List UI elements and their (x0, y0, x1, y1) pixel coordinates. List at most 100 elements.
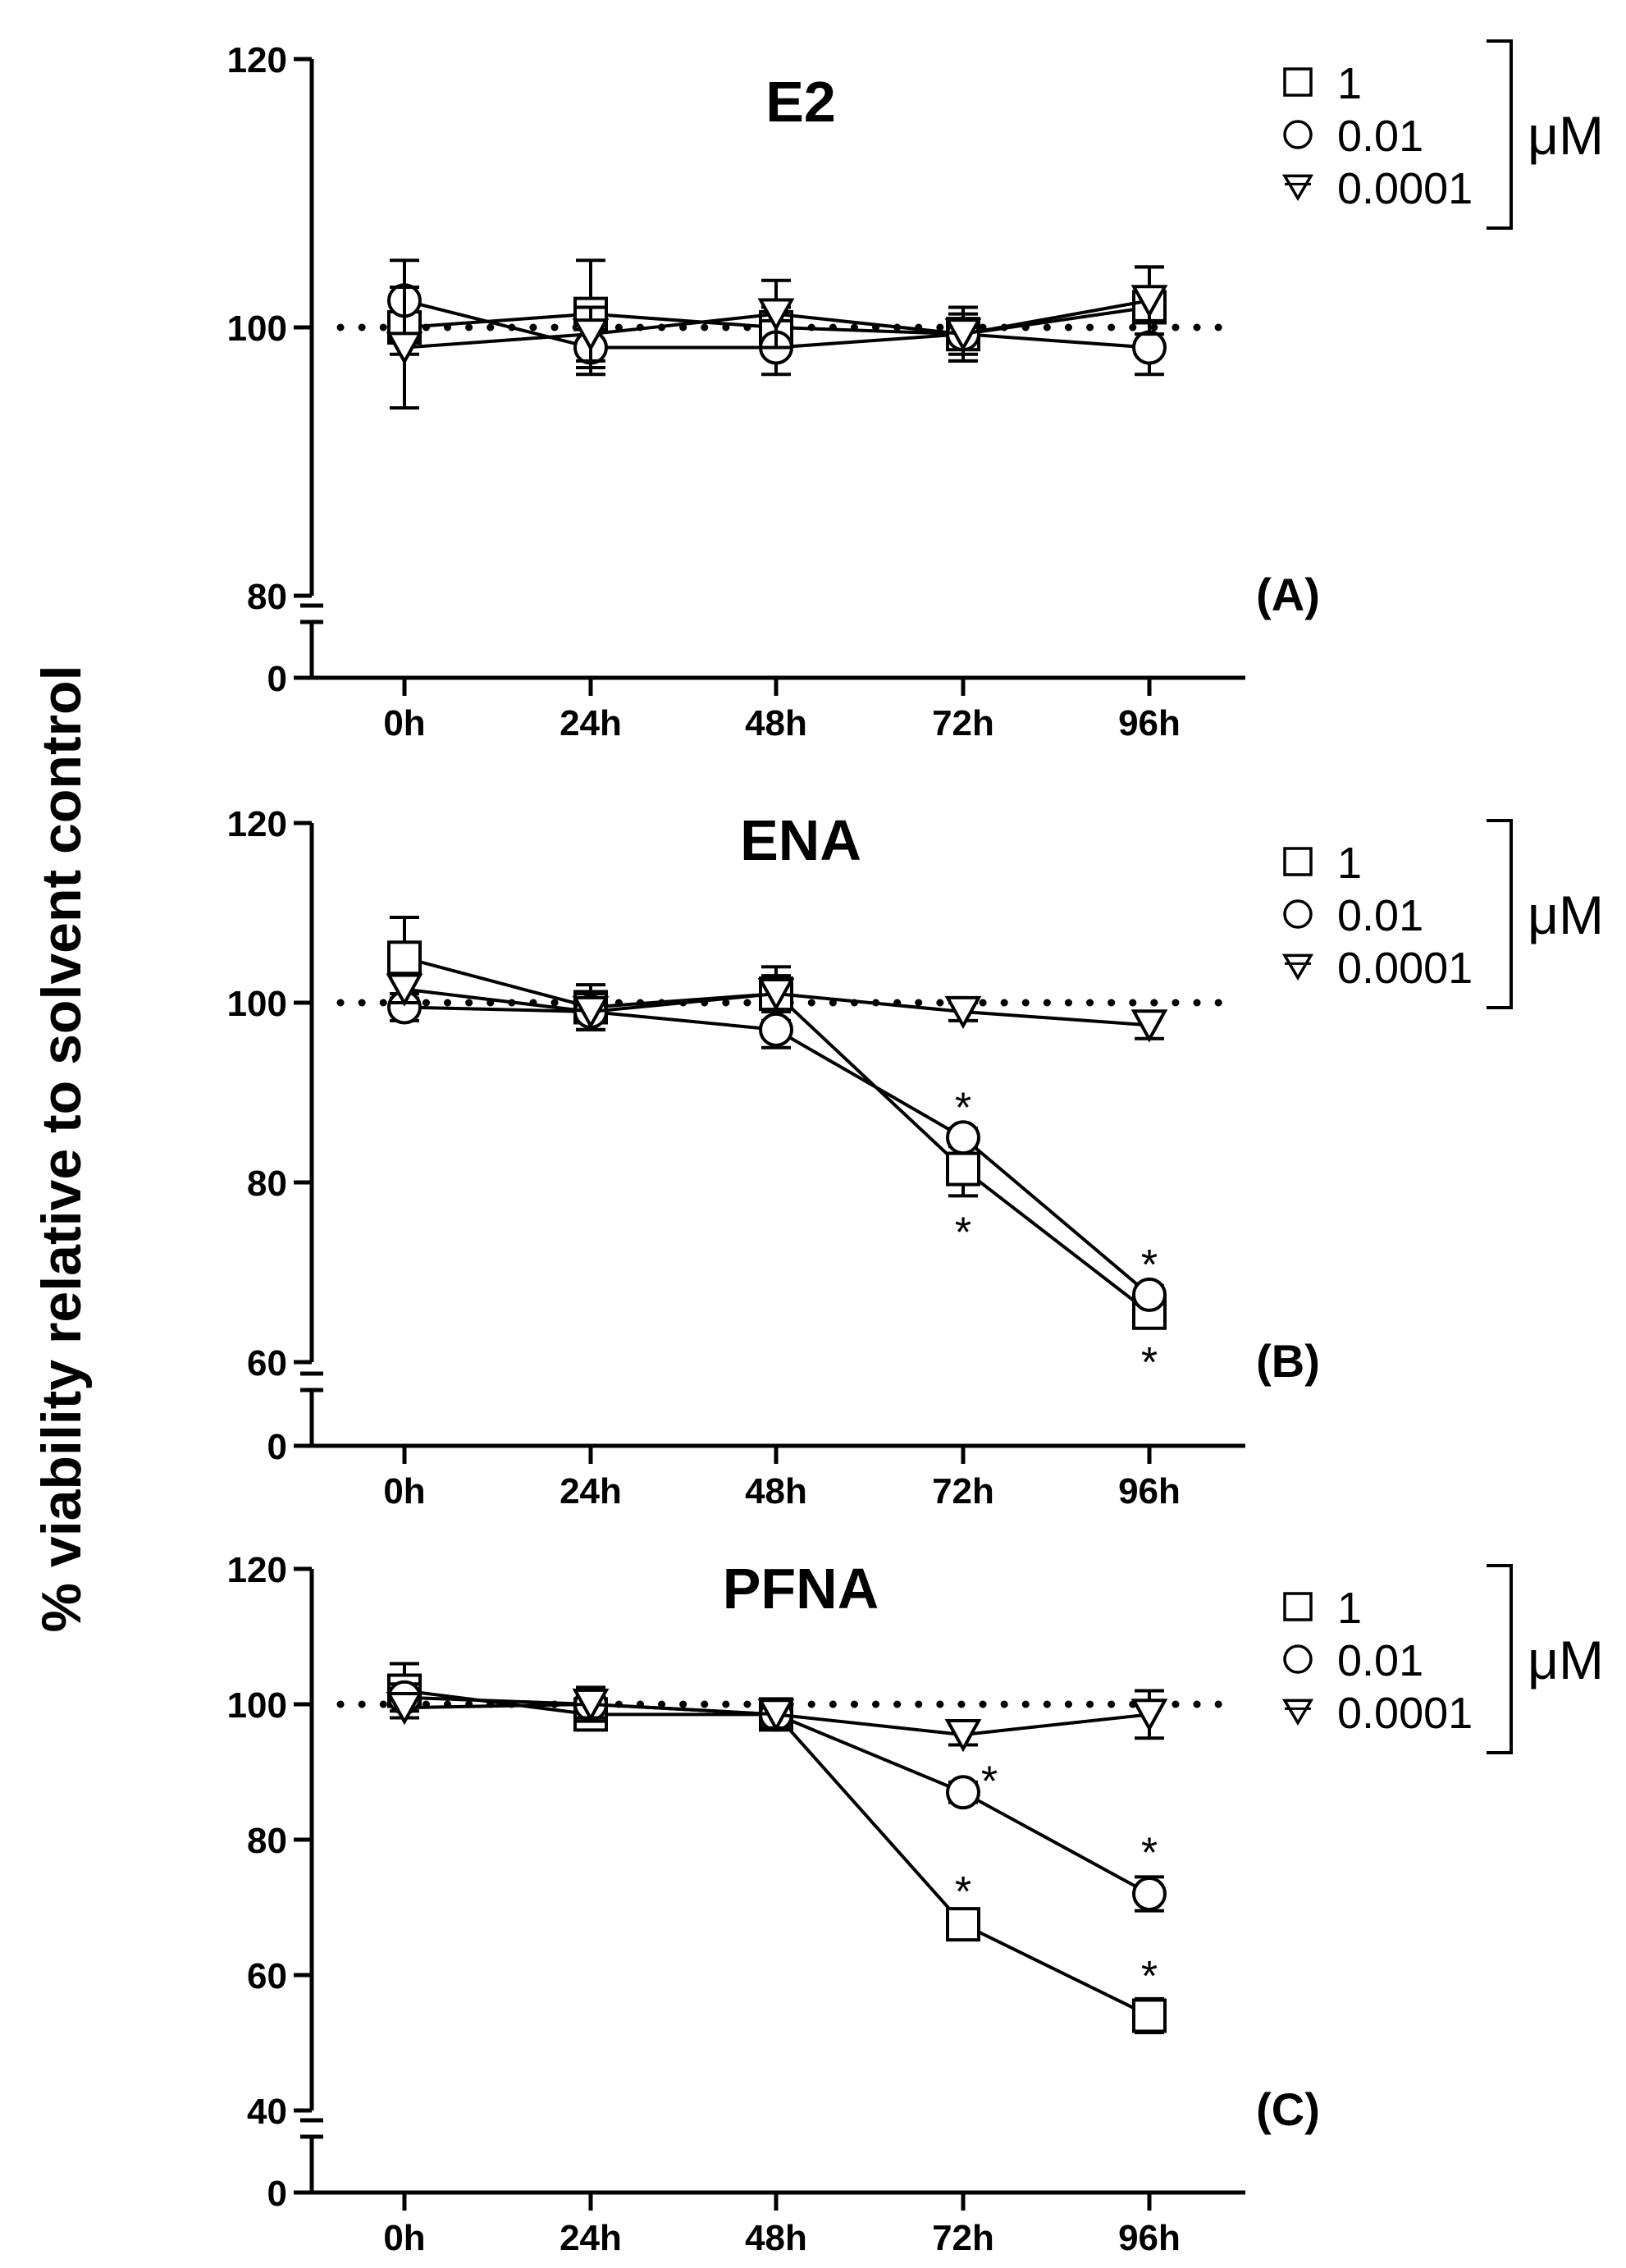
data-point (944, 995, 982, 1030)
data-point (386, 332, 423, 365)
data-point (386, 973, 423, 1007)
unit-label: μM (1528, 1630, 1604, 1690)
legend-marker-triangle-down (1281, 1699, 1314, 1726)
y-tick-label: 60 (247, 1956, 287, 1996)
legend-marker-circle (1283, 1644, 1313, 1674)
legend-bracket (1487, 39, 1513, 230)
y-tick-label: 120 (227, 40, 287, 80)
legend-bracket (1487, 819, 1513, 1009)
x-tick-label: 48h (745, 1471, 807, 1511)
legend-label: 0.01 (1337, 1636, 1423, 1685)
x-tick-label: 48h (745, 2218, 807, 2258)
significance-star: * (955, 1868, 971, 1916)
unit-label: μM (1528, 885, 1604, 945)
data-point (946, 1775, 980, 1810)
data-point (944, 1719, 982, 1753)
panel-e2: 0 80 100 120 0h 24h 48h 72h 96h E2 (A) 10.010.0001 μ… (227, 39, 1604, 743)
x-tick-label: 72h (932, 2218, 994, 2258)
significance-star: * (1141, 1339, 1158, 1387)
legend-label: 0.01 (1337, 112, 1423, 161)
panel-title: E2 (765, 70, 836, 134)
y-tick-label: 120 (227, 1550, 287, 1590)
y-axis-label: % viability relative to solvent control (30, 665, 93, 1633)
legend-label: 1 (1337, 1584, 1362, 1633)
legend-label: 0.0001 (1337, 164, 1473, 213)
panel-letter: (C) (1256, 2083, 1320, 2135)
significance-star: * (955, 1084, 971, 1132)
data-point (386, 1692, 423, 1726)
legend-marker-circle (1283, 899, 1313, 929)
data-point (757, 1699, 795, 1732)
x-tick-label: 48h (745, 703, 807, 743)
data-point (572, 1688, 610, 1722)
data-point (757, 298, 795, 332)
y-tick-label: 60 (247, 1343, 287, 1383)
legend-bracket (1487, 1564, 1513, 1754)
legend-marker-square (1283, 847, 1313, 876)
x-tick-label: 24h (560, 703, 622, 743)
series-triangle-down (386, 973, 1168, 1043)
y-tick-label: 0 (267, 659, 287, 699)
panel-ena: 0 60 80 100 120 0h 24h 48h 72h 96h * * * * ENA (B) 10.01… (227, 804, 1604, 1511)
legend-marker-square (1283, 67, 1313, 97)
y-tick-label: 100 (227, 984, 287, 1024)
data-point (1132, 330, 1167, 365)
y-tick-label: 100 (227, 309, 287, 349)
series-triangle-down (386, 1688, 1168, 1753)
x-tick-label: 96h (1118, 703, 1181, 743)
significance-star: * (1141, 1241, 1158, 1289)
legend-marker-square (1283, 1592, 1313, 1621)
series-line (404, 1005, 1151, 1296)
panel-title: ENA (740, 808, 861, 872)
legend-marker-triangle-down (1281, 174, 1314, 202)
data-point (1130, 285, 1168, 318)
series-circle (387, 990, 1167, 1312)
unit-label: μM (1528, 105, 1604, 166)
x-tick-label: 24h (560, 2218, 622, 2258)
x-tick-label: 0h (383, 703, 425, 743)
legend: 10.010.0001 μM (1281, 39, 1604, 230)
panel-title: PFNA (723, 1557, 879, 1621)
panel-letter: (A) (1256, 569, 1320, 620)
data-point (1132, 1877, 1167, 1911)
significance-star: * (1141, 1953, 1158, 2001)
data-point (387, 940, 422, 976)
x-tick-label: 24h (560, 1471, 622, 1511)
y-tick-label: 100 (227, 1685, 287, 1726)
data-point (1130, 1699, 1168, 1732)
data-point (1132, 1998, 1167, 2033)
x-tick-label: 0h (383, 2218, 425, 2258)
y-tick-label: 0 (267, 1427, 287, 1467)
significance-star: * (1141, 1829, 1158, 1877)
legend: 10.010.0001 μM (1281, 819, 1604, 1009)
data-point (946, 1907, 980, 1942)
x-tick-label: 72h (932, 703, 994, 743)
legend-marker-triangle-down (1281, 953, 1314, 981)
y-tick-label: 80 (247, 577, 287, 617)
significance-star: * (981, 1758, 998, 1805)
legend-marker-circle (1283, 120, 1313, 149)
legend: 10.010.0001 μM (1281, 1564, 1604, 1754)
data-point (946, 1151, 980, 1187)
legend-label: 0.0001 (1337, 1689, 1473, 1738)
y-tick-label: 120 (227, 804, 287, 844)
significance-star: * (955, 1209, 971, 1256)
data-point (1132, 1277, 1167, 1312)
y-tick-label: 80 (247, 1164, 287, 1204)
y-tick-label: 80 (247, 1821, 287, 1861)
x-tick-label: 96h (1118, 2218, 1181, 2258)
x-tick-label: 72h (932, 1471, 994, 1511)
legend-label: 1 (1337, 839, 1362, 888)
legend-label: 1 (1337, 59, 1362, 108)
data-point (946, 1120, 980, 1155)
legend-label: 0.0001 (1337, 944, 1473, 993)
y-tick-label: 40 (247, 2092, 287, 2132)
y-tick-label: 0 (267, 2174, 287, 2214)
series-line (404, 1689, 1150, 2018)
data-point (757, 977, 795, 1012)
series-triangle-down (386, 265, 1168, 410)
legend-label: 0.01 (1337, 891, 1423, 940)
